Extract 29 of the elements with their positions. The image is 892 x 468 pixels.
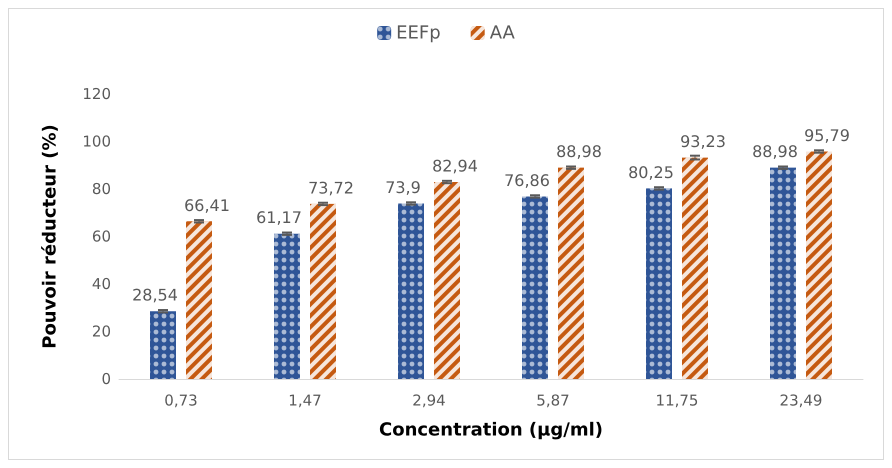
data-label: 28,54: [132, 286, 178, 305]
data-label: 88,98: [556, 142, 602, 162]
y-tick-label: 120: [82, 85, 111, 103]
y-tick-label: 60: [92, 228, 111, 246]
y-axis-title: Pouvoir réducteur (%): [40, 124, 60, 349]
x-axis-title: Concentration (µg/ml): [378, 420, 604, 440]
x-tick-label: 11,75: [656, 392, 698, 410]
legend-label: EEFp: [396, 22, 441, 44]
y-tick-label: 20: [92, 322, 111, 340]
y-tick-label: 80: [92, 180, 111, 198]
data-label: 80,25: [628, 162, 674, 182]
data-label: 95,79: [804, 126, 850, 145]
legend-label: AA: [490, 22, 516, 44]
data-label: 93,23: [680, 132, 726, 152]
data-label: 88,98: [752, 142, 798, 162]
x-tick-label: 23,49: [780, 392, 822, 410]
data-label: 73,9: [385, 178, 421, 197]
y-tick-label: 0: [101, 370, 111, 388]
data-label: 73,72: [308, 178, 354, 198]
data-label: 66,41: [184, 196, 230, 215]
x-tick-label: 5,87: [536, 392, 570, 410]
x-tick-label: 0,73: [164, 392, 198, 410]
data-label: 76,86: [504, 170, 550, 190]
x-tick-label: 1,47: [288, 392, 322, 410]
data-label: 61,17: [256, 208, 302, 228]
y-tick-label: 100: [82, 132, 111, 150]
y-tick-label: 40: [92, 275, 111, 293]
x-tick-label: 2,94: [412, 392, 446, 410]
data-label: 82,94: [432, 156, 478, 176]
